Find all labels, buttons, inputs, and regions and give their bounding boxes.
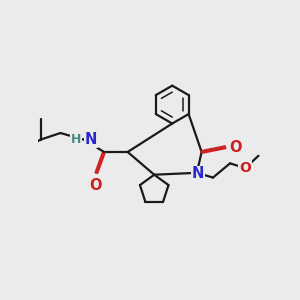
Text: O: O [89,178,101,193]
Text: O: O [229,140,241,155]
Text: N: N [192,167,204,182]
Text: O: O [239,161,251,175]
Text: H: H [71,133,81,146]
Text: N: N [85,132,98,147]
